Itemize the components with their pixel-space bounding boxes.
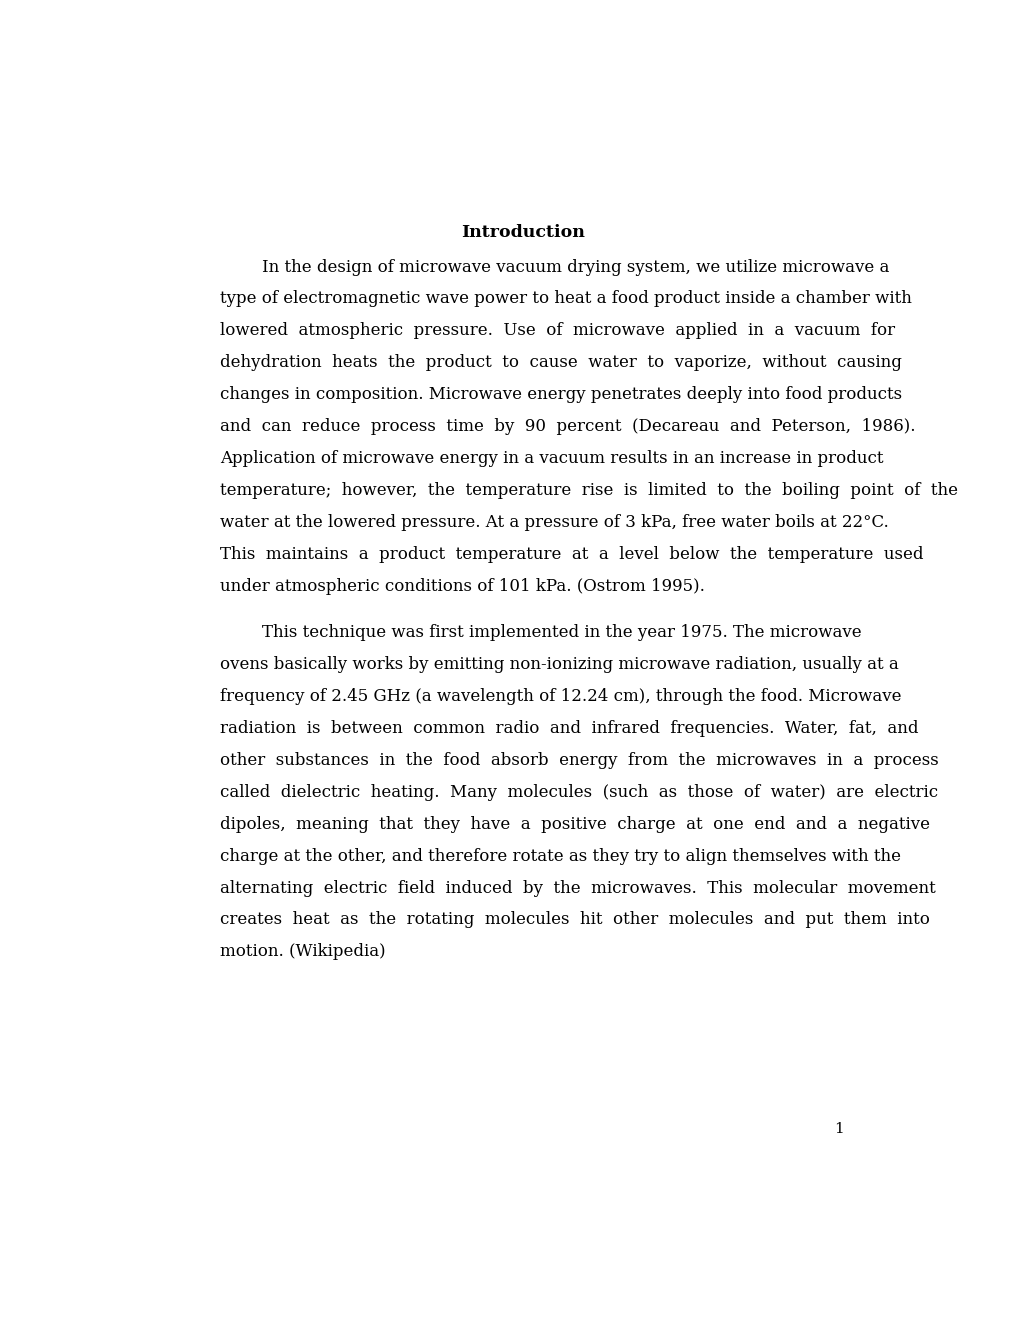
Text: Application of microwave energy in a vacuum results in an increase in product: Application of microwave energy in a vac… (220, 450, 883, 467)
Text: under atmospheric conditions of 101 kPa. (Ostrom 1995).: under atmospheric conditions of 101 kPa.… (220, 578, 705, 595)
Text: creates  heat  as  the  rotating  molecules  hit  other  molecules  and  put  th: creates heat as the rotating molecules h… (220, 911, 929, 928)
Text: motion. (Wikipedia): motion. (Wikipedia) (220, 944, 386, 961)
Text: water at the lowered pressure. At a pressure of 3 kPa, free water boils at 22°C.: water at the lowered pressure. At a pres… (220, 513, 889, 531)
Text: temperature;  however,  the  temperature  rise  is  limited  to  the  boiling  p: temperature; however, the temperature ri… (220, 482, 958, 499)
Text: lowered  atmospheric  pressure.  Use  of  microwave  applied  in  a  vacuum  for: lowered atmospheric pressure. Use of mic… (220, 322, 895, 339)
Text: Introduction: Introduction (461, 224, 584, 240)
Text: dipoles,  meaning  that  they  have  a  positive  charge  at  one  end  and  a  : dipoles, meaning that they have a positi… (220, 816, 929, 833)
Text: ovens basically works by emitting non-ionizing microwave radiation, usually at a: ovens basically works by emitting non-io… (220, 656, 899, 673)
Text: type of electromagnetic wave power to heat a food product inside a chamber with: type of electromagnetic wave power to he… (220, 290, 911, 308)
Text: charge at the other, and therefore rotate as they try to align themselves with t: charge at the other, and therefore rotat… (220, 847, 901, 865)
Text: and  can  reduce  process  time  by  90  percent  (Decareau  and  Peterson,  198: and can reduce process time by 90 percen… (220, 418, 915, 436)
Text: frequency of 2.45 GHz (a wavelength of 12.24 cm), through the food. Microwave: frequency of 2.45 GHz (a wavelength of 1… (220, 688, 901, 705)
Text: This technique was first implemented in the year 1975. The microwave: This technique was first implemented in … (220, 624, 861, 642)
Text: dehydration  heats  the  product  to  cause  water  to  vaporize,  without  caus: dehydration heats the product to cause w… (220, 354, 902, 371)
Text: changes in composition. Microwave energy penetrates deeply into food products: changes in composition. Microwave energy… (220, 387, 902, 404)
Text: This  maintains  a  product  temperature  at  a  level  below  the  temperature : This maintains a product temperature at … (220, 546, 923, 564)
Text: radiation  is  between  common  radio  and  infrared  frequencies.  Water,  fat,: radiation is between common radio and in… (220, 719, 918, 737)
Text: In the design of microwave vacuum drying system, we utilize microwave a: In the design of microwave vacuum drying… (220, 259, 889, 276)
Text: alternating  electric  field  induced  by  the  microwaves.  This  molecular  mo: alternating electric field induced by th… (220, 879, 935, 896)
Text: called  dielectric  heating.  Many  molecules  (such  as  those  of  water)  are: called dielectric heating. Many molecule… (220, 784, 937, 801)
Text: 1: 1 (834, 1122, 844, 1137)
Text: other  substances  in  the  food  absorb  energy  from  the  microwaves  in  a  : other substances in the food absorb ener… (220, 751, 938, 768)
